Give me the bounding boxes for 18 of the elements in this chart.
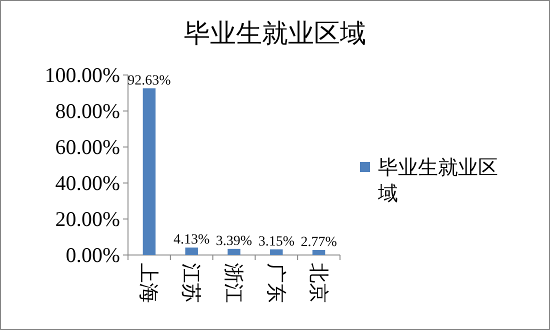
y-tick-label: 100.00% [44,63,120,87]
legend-label: 毕业生就业区域 [377,157,498,205]
x-tick-label: 北京 [306,263,329,303]
x-tick-label: 浙江 [222,263,244,303]
y-tick-label: 40.00% [55,171,120,195]
text: 3.39% [216,234,252,249]
x-tick-label: 广东 [264,263,286,303]
text: 4.13% [174,232,210,248]
y-tick-label: 80.00% [55,99,120,123]
text: 3.15% [258,234,294,250]
y-tick-label: 0.00% [66,243,120,267]
x-tick-label: 上海 [137,263,160,303]
y-tick-label: 20.00% [55,207,120,231]
text: 2.77% [300,235,337,250]
x-tick-label: 江苏 [180,263,202,303]
text: 92.63% [128,73,171,88]
title: 毕业生就业区域 [184,19,366,48]
y-tick-label: 60.00% [55,135,120,159]
